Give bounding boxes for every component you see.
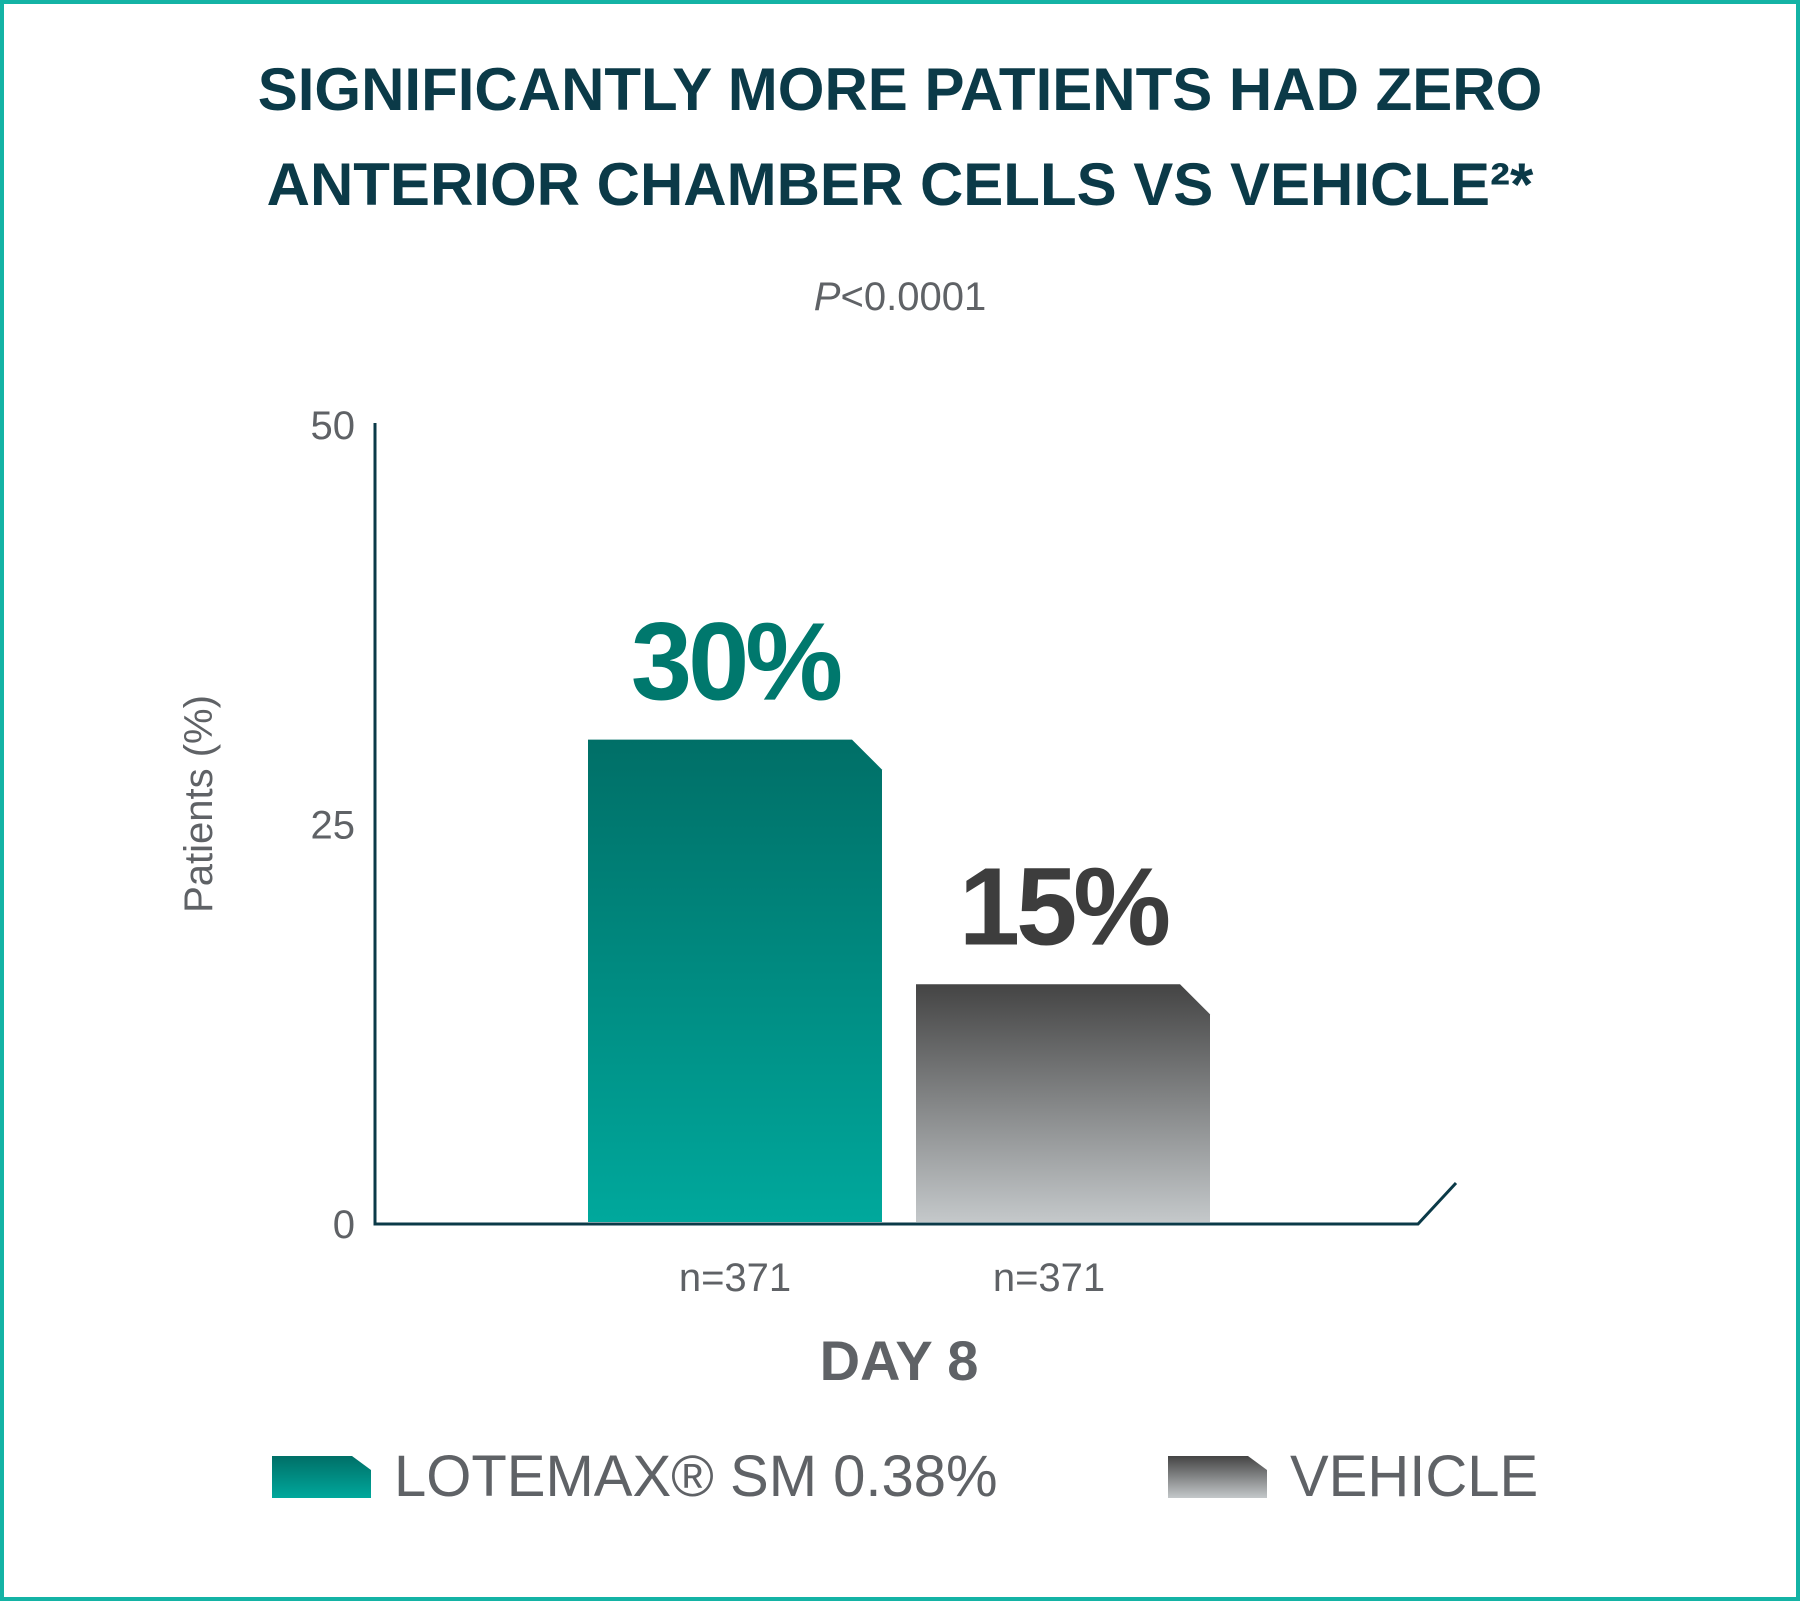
legend-swatch (272, 1456, 371, 1498)
chart-title-line-1: SIGNIFICANTLY MORE PATIENTS HAD ZERO (258, 56, 1543, 123)
legend-label: LOTEMAX® SM 0.38% (394, 1444, 998, 1509)
axes (373, 423, 1458, 1226)
p-value-p: P (814, 275, 841, 319)
legend-swatch (1168, 1456, 1267, 1498)
p-value-rest: <0.0001 (840, 275, 986, 319)
bar-n-label: n=371 (993, 1256, 1105, 1300)
bar-value-label: 15% (959, 845, 1168, 968)
x-axis-label: DAY 8 (820, 1329, 979, 1392)
y-tick-label-0: 0 (333, 1203, 355, 1247)
y-tick-label-50: 50 (311, 404, 356, 448)
bar-vehicle (916, 984, 1210, 1222)
y-tick-label-25: 25 (311, 804, 356, 848)
bar-value-label: 30% (631, 601, 840, 724)
chart-title-line-2: ANTERIOR CHAMBER CELLS VS VEHICLE²* (267, 151, 1534, 218)
p-value: P<0.0001 (814, 275, 986, 319)
bar-n-label: n=371 (679, 1256, 791, 1300)
y-axis-label: Patients (%) (177, 695, 221, 913)
legend-label: VEHICLE (1290, 1444, 1538, 1509)
bar-lotemax (588, 739, 882, 1222)
